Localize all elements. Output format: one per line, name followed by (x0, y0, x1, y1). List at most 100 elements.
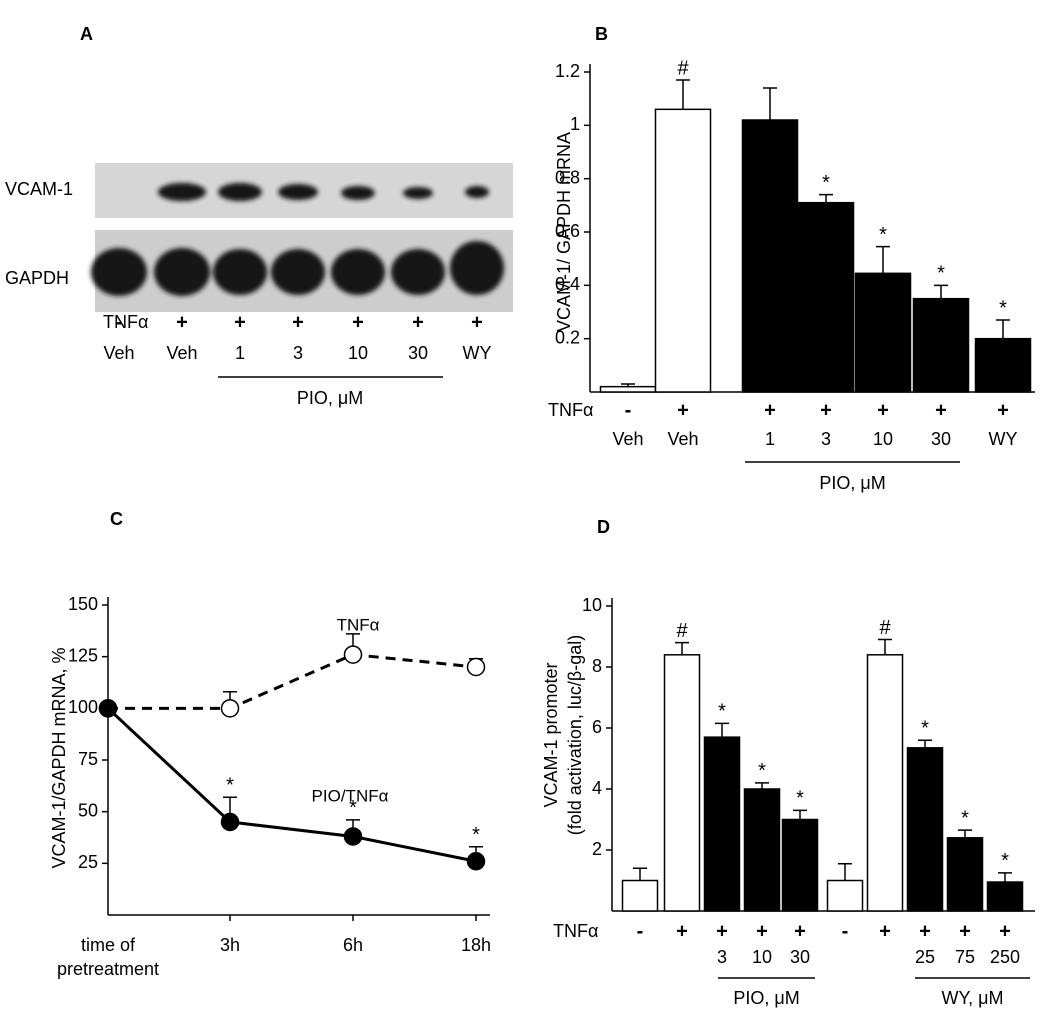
y-tick-label: 75 (78, 749, 98, 769)
error-bar (223, 796, 237, 813)
group-label: PIO, μM (819, 473, 885, 493)
annotation: # (677, 57, 689, 79)
marker (343, 645, 363, 664)
annotation: * (472, 824, 480, 846)
marker (343, 827, 363, 846)
x-tick-label: 6h (342, 935, 364, 955)
error-bar (633, 867, 647, 881)
group-label: PIO, μM (733, 988, 799, 1008)
y-tick-label: 0.2 (555, 327, 580, 347)
lane-label: 3 (293, 343, 303, 363)
annotation: * (921, 717, 929, 739)
bar (906, 747, 944, 912)
group-label: PIO, μM (297, 388, 363, 408)
series-line (106, 707, 477, 863)
bar (703, 736, 741, 912)
treatment-sign: + (234, 311, 246, 333)
error-bar (918, 739, 932, 748)
treatment-sign: + (471, 311, 483, 333)
treatment-sign: + (756, 920, 768, 942)
band (158, 183, 206, 201)
error-bar (838, 862, 852, 881)
y-tick-label: 25 (78, 852, 98, 872)
annotation: # (879, 617, 891, 639)
annotation: * (796, 788, 804, 810)
x-tick-label: 1 (765, 429, 775, 449)
x-tick-label: time of pretreatment (56, 935, 160, 979)
error-bar (958, 829, 972, 838)
x-tick-label-box: 18h (461, 935, 491, 955)
y-tick-label: 0.6 (555, 221, 580, 241)
x-tick-label: 250 (990, 947, 1020, 967)
error-bar (715, 722, 729, 738)
marker (98, 699, 118, 718)
bar (663, 654, 701, 912)
annotation: * (961, 807, 969, 829)
x-tick-label: 25 (915, 947, 935, 967)
x-tick-label: 3 (821, 429, 831, 449)
error-bar (876, 245, 890, 274)
x-tick-label: 30 (790, 947, 810, 967)
treatment-sign: + (959, 920, 971, 942)
band (465, 186, 489, 198)
treatment-sign: + (879, 920, 891, 942)
lane-label: WY (463, 343, 492, 363)
row-label: GAPDH (5, 268, 69, 288)
treatment-sign: + (676, 920, 688, 942)
error-bar (934, 284, 948, 299)
treatment-label: TNFα (103, 312, 148, 332)
y-tick-label: 1.2 (555, 61, 580, 81)
x-tick-label: Veh (612, 429, 643, 449)
x-tick-label-box: 3h (219, 935, 241, 955)
y-tick-label: 8 (592, 656, 602, 676)
blot-image (91, 163, 513, 312)
y-axis-label: VCAM-1 promoter (541, 662, 561, 807)
x-tick-label: 10 (873, 429, 893, 449)
band (450, 241, 504, 295)
y-tick-label: 0.4 (555, 274, 580, 294)
treatment-sign: - (116, 311, 123, 333)
error-bar (469, 846, 483, 853)
treatment-sign: + (716, 920, 728, 942)
band (218, 183, 262, 201)
band (331, 249, 385, 295)
row-label: VCAM-1 (5, 179, 73, 199)
lane-label: Veh (166, 343, 197, 363)
bar (986, 881, 1024, 912)
treatment-sign: + (919, 920, 931, 942)
error-bar (346, 633, 360, 646)
annotation: * (937, 263, 945, 285)
error-bar (755, 782, 769, 789)
band (154, 248, 210, 296)
bar (781, 818, 819, 912)
lane-label: 30 (408, 343, 428, 363)
y-tick-label: 4 (592, 778, 602, 798)
series-label: TNFα (337, 615, 380, 634)
treatment-sign: + (997, 399, 1009, 421)
series-line (108, 653, 477, 710)
treatment-sign: + (820, 399, 832, 421)
y-tick-label: 6 (592, 717, 602, 737)
bar (797, 201, 855, 393)
treatment-sign: - (842, 920, 849, 942)
treatment-sign: + (352, 311, 364, 333)
lane-label: Veh (103, 343, 134, 363)
y-tick-label: 10 (582, 595, 602, 615)
x-tick-label: 3h (219, 935, 241, 955)
bar (654, 108, 712, 393)
marker (466, 657, 486, 677)
treatment-sign: + (794, 920, 806, 942)
bar (912, 297, 970, 393)
treatment-sign: + (935, 399, 947, 421)
treatment-sign: + (677, 399, 689, 421)
y-tick-label: 2 (592, 839, 602, 859)
marker (466, 852, 486, 871)
annotation: * (349, 797, 357, 819)
band (278, 184, 318, 200)
band (271, 249, 325, 295)
treatment-sign: + (999, 920, 1011, 942)
y-axis-label: (fold activation, luc/β-gal) (565, 635, 585, 835)
error-bar (819, 193, 833, 203)
y-tick-label: 150 (68, 594, 98, 614)
bar (741, 119, 799, 393)
